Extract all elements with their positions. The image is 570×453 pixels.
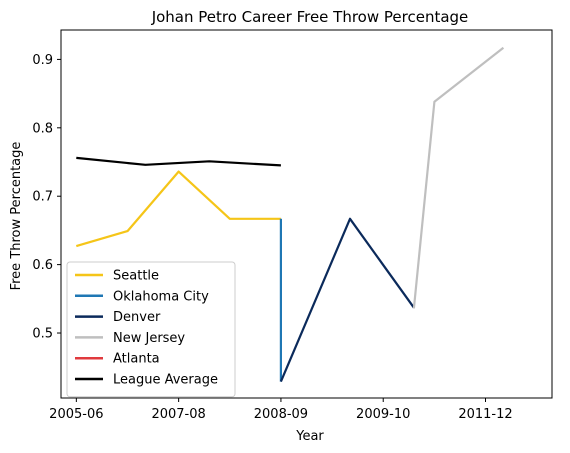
series-line-seattle [75, 170, 281, 248]
y-tick-label: 0.6 [32, 258, 53, 273]
chart-title: Johan Petro Career Free Throw Percentage [151, 8, 469, 26]
y-tick-label: 0.8 [32, 121, 53, 136]
legend-label: New Jersey [113, 331, 185, 346]
x-tick-label: 2011-12 [458, 407, 512, 422]
legend: Seattle Oklahoma City Denver New Jersey Atla… [66, 261, 236, 398]
legend-label: League Average [113, 373, 218, 388]
series-line-denver [279, 217, 415, 383]
y-tick-label: 0.9 [32, 53, 53, 68]
legend-label: Denver [113, 310, 161, 325]
plot-area [75, 46, 505, 383]
legend-box [66, 261, 236, 398]
plot-frame [60, 29, 553, 399]
y-axis-label: Free Throw Percentage [9, 142, 24, 291]
series-line-league-average [76, 156, 281, 167]
x-tick-label: 2008-09 [254, 407, 308, 422]
y-tick-label: 0.5 [32, 327, 53, 342]
legend-label: Atlanta [113, 352, 160, 367]
x-axis-label: Year [295, 429, 324, 444]
y-tick-label: 0.7 [32, 190, 53, 205]
series-line-new-jersey [412, 46, 505, 309]
axes: 2005-06 2007-08 2008-09 2009-10 2011-12 0.5 0.… [32, 29, 553, 422]
legend-label: Seattle [113, 269, 159, 284]
x-tick-label: 2005-06 [49, 407, 103, 422]
x-tick-label: 2009-10 [356, 407, 410, 422]
legend-label: Oklahoma City [113, 289, 209, 304]
x-tick-label: 2007-08 [151, 407, 205, 422]
